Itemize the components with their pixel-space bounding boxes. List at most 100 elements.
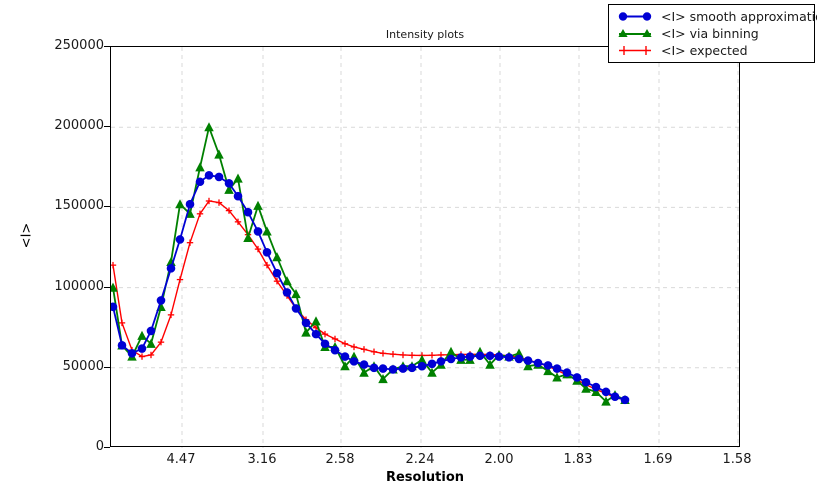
data-point-marker xyxy=(543,361,553,370)
y-axis-label: <I> xyxy=(19,222,35,249)
y-axis-tick-label: 50000 xyxy=(62,358,104,374)
data-point-marker xyxy=(111,302,118,312)
data-point-marker xyxy=(282,276,292,286)
y-axis-tick-mark xyxy=(104,206,110,208)
y-axis-tick-label: 250000 xyxy=(54,38,104,53)
y-axis-tick-mark xyxy=(104,447,110,448)
data-point-marker xyxy=(166,264,176,273)
data-point-marker xyxy=(204,171,214,180)
data-point-marker xyxy=(485,351,495,361)
data-point-marker xyxy=(562,368,572,377)
data-point-marker xyxy=(175,199,185,209)
data-point-marker xyxy=(378,374,388,384)
data-point-marker xyxy=(446,346,456,356)
data-point-marker xyxy=(436,357,446,366)
data-point-marker xyxy=(601,387,611,397)
y-axis-tick-label: 200000 xyxy=(54,118,104,134)
series-triangle xyxy=(111,122,630,406)
data-point-marker xyxy=(620,395,630,405)
gridlines xyxy=(111,47,741,448)
data-point-marker xyxy=(253,200,263,210)
data-point-marker xyxy=(272,252,282,262)
data-point-marker xyxy=(137,344,147,353)
plot-canvas xyxy=(111,47,741,448)
data-point-marker xyxy=(262,226,272,236)
y-axis-ticks: 0 50000 100000 150000 200000 250000 xyxy=(0,0,110,492)
legend-marker-triangle-icon xyxy=(613,25,657,42)
data-point-marker xyxy=(233,191,243,201)
x-axis-tick-label: 1.58 xyxy=(722,452,752,467)
y-axis-tick-mark xyxy=(104,46,110,47)
data-point-marker xyxy=(427,367,437,377)
data-point-marker xyxy=(311,316,321,326)
y-axis-tick-mark xyxy=(104,366,110,368)
series-line xyxy=(112,126,626,403)
data-point-marker xyxy=(146,326,156,336)
data-point-marker xyxy=(127,349,137,358)
data-point-marker xyxy=(359,360,369,369)
data-point-marker xyxy=(243,207,253,217)
data-point-marker xyxy=(475,351,485,361)
data-point-marker xyxy=(456,353,466,362)
data-point-marker xyxy=(195,177,205,187)
data-point-marker xyxy=(137,330,147,340)
data-point-marker xyxy=(214,149,224,159)
data-point-marker xyxy=(398,364,408,373)
data-point-marker xyxy=(175,235,185,244)
data-point-marker xyxy=(156,296,166,305)
data-point-marker xyxy=(204,122,214,132)
data-point-marker xyxy=(552,364,562,373)
data-point-marker xyxy=(369,363,379,373)
data-point-marker xyxy=(581,377,591,387)
plot-area xyxy=(110,46,741,448)
data-point-marker xyxy=(330,345,340,355)
data-point-marker xyxy=(243,232,253,242)
x-axis-tick-label: 4.47 xyxy=(166,452,196,467)
data-point-marker xyxy=(465,352,475,361)
legend-marker-plus-icon xyxy=(613,42,657,59)
data-point-marker xyxy=(427,359,437,369)
data-point-marker xyxy=(262,248,272,257)
data-point-marker xyxy=(494,352,504,361)
data-point-marker xyxy=(601,396,611,406)
data-point-marker xyxy=(572,373,582,382)
data-point-marker xyxy=(282,288,292,297)
y-axis-tick-label: 100000 xyxy=(54,278,104,294)
data-point-marker xyxy=(111,282,118,292)
data-point-marker xyxy=(195,162,205,172)
data-point-marker xyxy=(340,361,350,371)
data-point-marker xyxy=(504,353,514,362)
legend-entry-smooth-approximation: <I> smooth approximation xyxy=(613,8,817,25)
data-point-marker xyxy=(117,341,127,350)
data-point-marker xyxy=(253,227,263,236)
data-point-marker xyxy=(291,289,301,299)
legend-label: <I> via binning xyxy=(661,26,759,41)
data-point-marker xyxy=(514,348,524,358)
x-axis-tick-label: 2.24 xyxy=(405,452,435,467)
series-circle xyxy=(111,171,630,405)
legend-marker-circle-icon xyxy=(613,8,657,25)
data-point-marker xyxy=(272,268,282,278)
y-axis-tick-label: 150000 xyxy=(54,198,104,214)
legend-label: <I> smooth approximation xyxy=(661,9,817,24)
data-point-marker xyxy=(388,365,398,374)
x-axis-tick-label: 2.00 xyxy=(484,452,514,467)
y-axis-tick-mark xyxy=(104,286,110,288)
data-point-marker xyxy=(301,327,311,337)
chart-legend: <I> smooth approximation <I> via binning xyxy=(608,4,817,63)
data-point-marker xyxy=(581,383,591,393)
data-point-marker xyxy=(523,356,533,365)
data-point-marker xyxy=(417,354,427,364)
data-point-marker xyxy=(224,184,234,194)
data-point-marker xyxy=(552,372,562,382)
data-point-marker xyxy=(446,354,456,364)
legend-entry-via-binning: <I> via binning xyxy=(613,25,810,42)
data-point-marker xyxy=(349,357,359,366)
data-point-marker xyxy=(320,339,330,349)
x-axis-tick-label: 1.69 xyxy=(643,452,673,467)
data-point-marker xyxy=(591,382,601,392)
data-point-marker xyxy=(166,256,176,267)
x-axis-label: Resolution xyxy=(385,470,465,485)
chart-title: Intensity plots xyxy=(385,28,465,41)
y-axis-tick-label: 0 xyxy=(95,439,104,454)
